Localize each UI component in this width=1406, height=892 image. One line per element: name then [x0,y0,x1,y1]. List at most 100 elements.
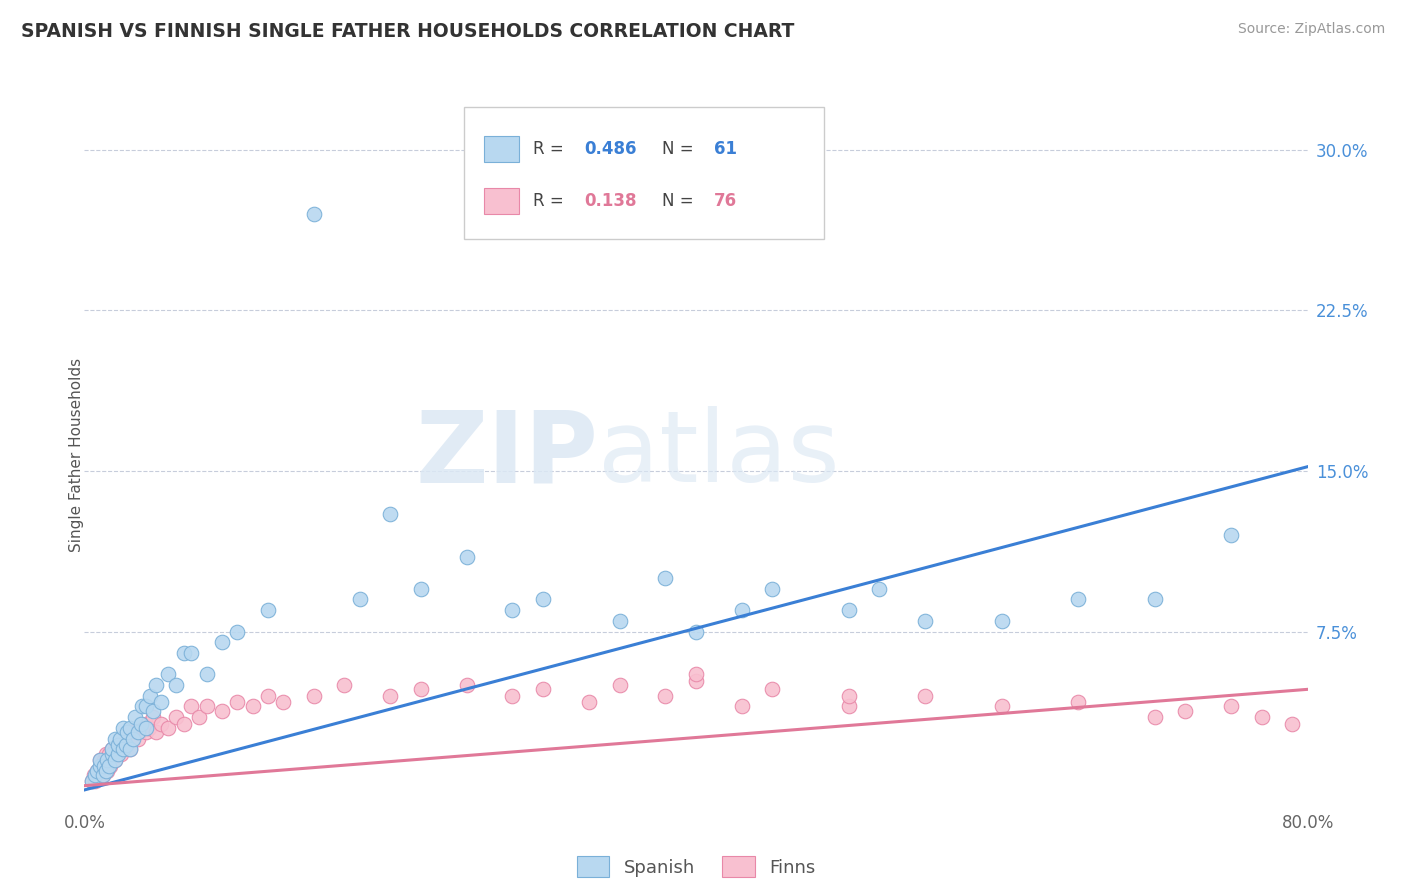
Point [869,582,891,596]
Point [83,768,105,782]
Point [257,603,280,617]
Point [502,689,524,703]
Point [142,710,165,724]
Point [685,624,707,639]
Point [93,759,115,773]
Point [1281,716,1303,731]
Point [609,614,631,628]
Point [145,678,167,692]
FancyBboxPatch shape [484,136,519,162]
Point [124,725,146,739]
Point [129,721,152,735]
Point [226,695,249,709]
Point [90,759,112,773]
Point [914,614,936,628]
Point [1143,710,1166,724]
Point [96,753,118,767]
Point [122,731,145,746]
Point [838,689,860,703]
Text: R =: R = [533,140,569,158]
Point [101,742,124,756]
Point [1067,592,1090,607]
Point [226,624,249,639]
Text: 0.486: 0.486 [585,140,637,158]
Point [111,742,134,756]
Point [165,710,187,724]
Point [157,721,180,735]
Point [731,603,754,617]
Point [107,738,129,752]
Point [114,738,136,752]
Point [157,667,180,681]
Point [91,768,114,782]
Point [257,689,280,703]
Point [120,721,142,735]
Point [139,689,162,703]
Y-axis label: Single Father Households: Single Father Households [69,358,83,552]
Point [127,731,149,746]
Point [578,695,600,709]
Point [838,603,860,617]
Point [685,667,707,681]
Point [111,721,134,735]
Point [1220,528,1243,542]
Text: atlas: atlas [598,407,839,503]
Point [115,725,138,739]
Point [96,764,118,778]
Point [180,646,202,660]
Point [731,699,754,714]
Point [111,742,134,756]
Point [195,699,218,714]
Point [84,768,107,782]
Point [120,725,142,739]
Text: ZIP: ZIP [415,407,598,503]
Point [609,678,631,692]
Point [173,716,195,731]
Legend: Spanish, Finns: Spanish, Finns [569,849,823,884]
Point [1220,699,1243,714]
Point [104,742,127,756]
Point [211,635,233,649]
Point [991,614,1014,628]
Point [80,774,103,789]
Point [135,716,157,731]
Point [180,699,202,714]
Point [101,753,124,767]
Point [349,592,371,607]
Point [122,731,145,746]
Point [87,768,110,782]
Point [531,592,554,607]
Point [94,747,117,761]
Point [108,742,131,756]
Point [91,768,114,782]
Point [120,742,142,756]
Point [761,582,783,596]
Point [111,731,134,746]
Point [456,678,478,692]
Point [97,759,120,773]
Point [93,753,115,767]
Point [188,710,211,724]
Point [107,738,129,752]
Point [89,764,111,778]
FancyBboxPatch shape [484,187,519,214]
Point [98,759,121,773]
Point [1067,695,1090,709]
Point [165,678,187,692]
Point [1174,704,1197,718]
Point [89,759,111,773]
Point [124,710,146,724]
Point [1250,710,1272,724]
Point [84,774,107,789]
Point [991,699,1014,714]
Point [145,725,167,739]
Point [101,747,124,761]
Text: SPANISH VS FINNISH SINGLE FATHER HOUSEHOLDS CORRELATION CHART: SPANISH VS FINNISH SINGLE FATHER HOUSEHO… [21,22,794,41]
Point [94,764,117,778]
Point [97,747,120,761]
Point [86,764,108,778]
Text: N =: N = [662,192,699,210]
Point [302,207,325,221]
Point [131,699,153,714]
Point [135,699,157,714]
